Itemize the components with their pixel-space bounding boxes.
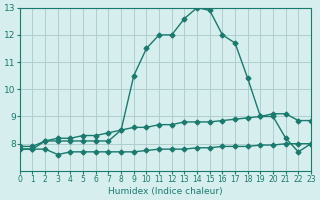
X-axis label: Humidex (Indice chaleur): Humidex (Indice chaleur) xyxy=(108,187,223,196)
